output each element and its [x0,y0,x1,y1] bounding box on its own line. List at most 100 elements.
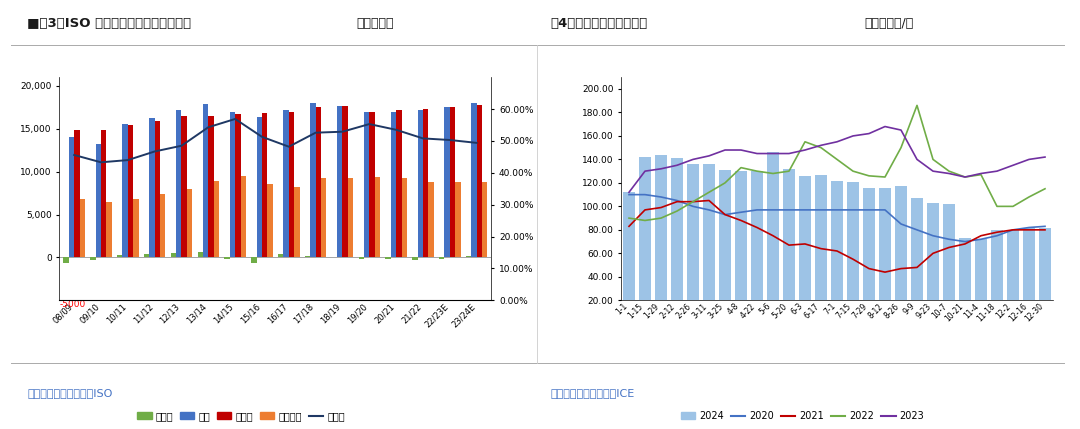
2021 [847,257,860,262]
2023 [910,157,923,162]
2023 [894,127,907,133]
Bar [455,182,460,257]
Bar [927,203,939,324]
2021 [767,233,780,238]
Line: 2022: 2022 [629,106,1045,221]
2020 [910,227,923,233]
2023 [959,175,972,180]
Bar [315,107,321,257]
Bar [75,130,80,257]
Bar [959,238,971,324]
2020 [622,192,635,197]
2021 [638,207,651,212]
Bar [122,124,127,257]
Bar [230,112,235,257]
Bar [133,199,138,257]
2022 [687,199,700,204]
Bar [449,107,455,257]
Bar [181,116,187,257]
Bar [991,230,1003,324]
Bar [831,181,843,324]
Bar [283,110,288,257]
Bar [305,256,310,257]
2020 [638,192,651,197]
Bar [127,125,133,257]
Bar [943,204,955,324]
Bar [639,157,651,324]
2021 [654,205,667,210]
Bar [241,176,246,257]
Bar [337,106,342,257]
Bar [386,257,391,259]
2023 [831,139,843,145]
2023 [767,151,780,156]
Bar [310,103,315,257]
2020 [974,237,987,242]
2020 [894,221,907,227]
Bar [257,117,262,257]
2023 [974,171,987,176]
2021 [687,199,700,204]
2022 [863,173,876,178]
Bar [815,175,827,324]
2020 [671,198,684,203]
2021 [959,242,972,247]
Text: 数据来源：銀河期货，ISO: 数据来源：銀河期货，ISO [27,387,112,398]
2020 [847,207,860,212]
Text: 图4：原白糖主力合约价差: 图4：原白糖主力合约价差 [551,17,648,30]
2022 [702,190,715,195]
Bar [268,184,273,257]
Bar [294,187,299,257]
Bar [348,178,353,257]
2023 [847,133,860,139]
2021 [927,251,940,256]
Legend: 供需差, 产量, 消费量, 期末库存, 库销比: 供需差, 产量, 消费量, 期末库存, 库销比 [133,407,349,425]
2023 [734,148,747,153]
2021 [878,269,891,275]
2020 [702,207,715,212]
Bar [214,181,219,257]
Bar [719,170,731,324]
2023 [783,151,796,156]
Bar [278,254,283,257]
Bar [1007,230,1020,324]
2021 [702,198,715,203]
2020 [814,207,827,212]
2023 [927,169,940,174]
2021 [671,199,684,204]
Bar [252,257,257,263]
Bar [1039,227,1051,324]
2023 [702,153,715,158]
Text: ■图3：ISO 对全球食糖供需格局的预估: ■图3：ISO 对全球食糖供需格局的预估 [27,17,191,30]
2022 [671,208,684,214]
Bar [342,106,348,257]
Bar [149,118,154,257]
Bar [321,178,326,257]
2021 [1039,227,1052,233]
Bar [80,199,85,257]
Bar [476,105,482,257]
Bar [160,194,165,257]
2021 [814,246,827,251]
2023 [943,171,956,176]
2022 [974,172,987,177]
2022 [927,157,940,162]
2022 [1039,186,1052,191]
2022 [783,169,796,174]
Bar [64,257,69,263]
Bar [262,113,268,257]
Bar [225,257,230,259]
2023 [638,169,651,174]
2020 [798,207,811,212]
2022 [814,145,827,150]
Bar [288,112,294,257]
Bar [391,112,396,257]
Bar [423,109,429,257]
2020 [718,212,731,217]
Bar [69,137,75,257]
2022 [1023,194,1036,199]
Bar [176,110,181,257]
2022 [1007,204,1020,209]
Bar [402,178,407,257]
Bar [912,198,923,324]
